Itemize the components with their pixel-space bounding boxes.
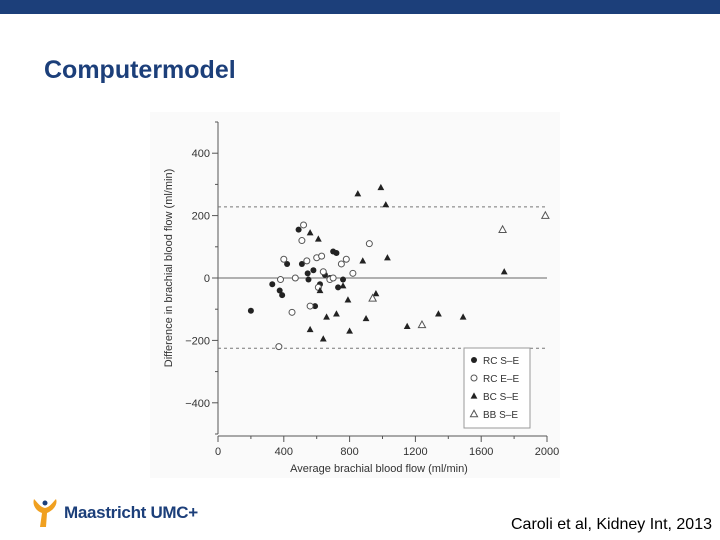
- data-point-rc-e-e: [349, 269, 357, 277]
- legend-marker: [470, 392, 478, 399]
- legend-label: RC E–E: [483, 374, 519, 385]
- y-tick-label: −400: [185, 398, 210, 410]
- maastricht-logo: Maastricht UMC+: [30, 496, 198, 530]
- data-point-bc-s-e: [323, 313, 330, 320]
- data-point-rc-s-e: [279, 292, 286, 299]
- data-point-bc-s-e: [354, 190, 362, 197]
- data-point-bc-s-e: [319, 335, 327, 342]
- data-point-bc-s-e: [306, 229, 314, 236]
- umc-logo-icon: [33, 499, 57, 527]
- top-accent-bar: [0, 0, 720, 14]
- data-point-rc-e-e: [318, 252, 326, 260]
- x-axis-label: Average brachial blood flow (ml/min): [290, 463, 468, 475]
- data-point-bc-s-e: [382, 201, 390, 208]
- data-point-rc-e-e: [337, 260, 345, 268]
- data-point-bc-s-e: [346, 327, 353, 334]
- data-point-rc-e-e: [275, 343, 283, 351]
- data-point-rc-e-e: [288, 308, 296, 316]
- data-point-rc-s-e: [305, 276, 312, 283]
- legend-label: BC S–E: [483, 392, 519, 403]
- legend-label: BB S–E: [483, 410, 518, 421]
- x-tick-label: 1600: [469, 446, 493, 458]
- y-tick-label: 0: [204, 273, 210, 285]
- x-tick-label: 800: [340, 446, 358, 458]
- logo-text: Maastricht UMC+: [64, 503, 198, 522]
- data-point-bc-s-e: [377, 183, 385, 191]
- scatter-chart: −400 −200 0 200 400 0 400 800 1200 1600 2000 RC S–E…: [150, 112, 560, 478]
- data-point-bc-s-e: [500, 268, 508, 275]
- data-point-rc-e-e: [342, 255, 350, 263]
- data-point-bc-s-e: [314, 235, 322, 242]
- data-point-bb-s-e: [368, 293, 378, 302]
- chart-svg: −400 −200 0 200 400 0 400 800 1200 1600 2000 RC S–E…: [150, 112, 560, 478]
- y-tick-label: 400: [192, 148, 210, 160]
- data-point-rc-s-e: [295, 226, 302, 233]
- y-tick-label: −200: [185, 335, 210, 347]
- data-point-bc-s-e: [403, 322, 411, 329]
- data-point-rc-s-e: [333, 250, 340, 257]
- y-axis-label: Difference in brachial blood flow (ml/mi…: [163, 169, 175, 368]
- legend-marker: [469, 409, 479, 418]
- data-point-bb-s-e: [498, 224, 508, 233]
- x-tick-label: 2000: [535, 446, 559, 458]
- y-tick-label: 200: [192, 211, 210, 223]
- data-point-bb-s-e: [540, 210, 550, 219]
- data-point-rc-e-e: [277, 276, 285, 284]
- x-tick-label: 400: [275, 446, 293, 458]
- data-point-rc-s-e: [298, 260, 305, 267]
- data-point-rc-e-e: [298, 237, 306, 245]
- legend-marker: [470, 374, 478, 382]
- data-point-bc-s-e: [459, 313, 467, 320]
- data-point-bc-s-e: [339, 282, 347, 289]
- data-point-bc-s-e: [384, 254, 391, 261]
- data-point-rc-s-e: [304, 270, 311, 277]
- data-point-bb-s-e: [417, 319, 427, 329]
- data-point-rc-e-e: [306, 302, 314, 310]
- slide-title: Computermodel: [44, 56, 236, 84]
- data-point-rc-s-e: [284, 260, 291, 267]
- legend-label: RC S–E: [483, 356, 519, 367]
- data-point-rc-e-e: [300, 221, 308, 229]
- data-point-rc-s-e: [335, 284, 342, 291]
- data-point-bc-s-e: [316, 286, 324, 294]
- data-point-bc-s-e: [359, 257, 367, 264]
- data-point-rc-e-e: [303, 257, 311, 265]
- data-point-bc-s-e: [344, 296, 352, 303]
- data-point-rc-s-e: [340, 276, 347, 283]
- data-point-rc-e-e: [319, 268, 327, 276]
- data-point-bc-s-e: [372, 290, 380, 297]
- data-point-rc-e-e: [329, 274, 337, 282]
- x-tick-label: 0: [215, 446, 221, 458]
- data-point-rc-s-e: [312, 303, 319, 310]
- data-point-bc-s-e: [333, 310, 340, 317]
- data-point-bc-s-e: [362, 314, 370, 322]
- x-tick-label: 1200: [403, 446, 427, 458]
- citation: Caroli et al, Kidney Int, 2013: [510, 516, 712, 533]
- data-point-rc-s-e: [269, 281, 276, 288]
- data-point-rc-s-e: [247, 307, 254, 314]
- data-point-rc-s-e: [310, 267, 317, 274]
- data-point-bc-s-e: [435, 310, 442, 317]
- data-point-rc-e-e: [280, 255, 288, 263]
- data-point-rc-e-e: [365, 240, 373, 248]
- data-point-rc-e-e: [291, 274, 299, 282]
- data-point-rc-s-e: [276, 287, 283, 294]
- data-point-bc-s-e: [306, 325, 314, 333]
- legend-marker: [471, 357, 477, 363]
